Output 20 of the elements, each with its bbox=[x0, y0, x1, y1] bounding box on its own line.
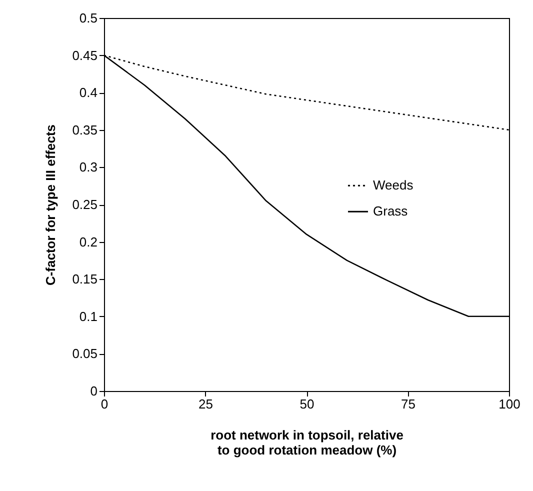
y-tick-label: 0.3 bbox=[79, 160, 98, 175]
x-tick-label: 0 bbox=[100, 396, 108, 412]
legend-label: Grass bbox=[373, 204, 408, 219]
y-tick-label: 0.1 bbox=[79, 308, 98, 324]
y-tick-label: 0.45 bbox=[72, 48, 98, 63]
y-tick-label: 0.05 bbox=[72, 346, 98, 362]
x-axis-title: root network in topsoil, relative to good rotation meadow (%) bbox=[210, 428, 404, 458]
y-tick-label: 0.35 bbox=[72, 122, 98, 138]
legend-label: Weeds bbox=[373, 178, 414, 193]
x-tick-label: 50 bbox=[300, 396, 314, 412]
y-tick-label: 0 bbox=[90, 384, 98, 398]
x-tick-label: 75 bbox=[401, 396, 416, 412]
y-tick-label: 0.15 bbox=[72, 272, 98, 287]
y-axis-title: C-factor for type III effects bbox=[43, 124, 58, 286]
x-tick-label: 100 bbox=[498, 396, 520, 412]
x-tick-label: 25 bbox=[198, 396, 213, 412]
y-tick-label: 0.5 bbox=[79, 10, 98, 26]
y-tick-label: 0.4 bbox=[79, 85, 98, 100]
y-tick-label: 0.2 bbox=[79, 234, 98, 250]
y-tick-label: 0.25 bbox=[72, 197, 98, 212]
